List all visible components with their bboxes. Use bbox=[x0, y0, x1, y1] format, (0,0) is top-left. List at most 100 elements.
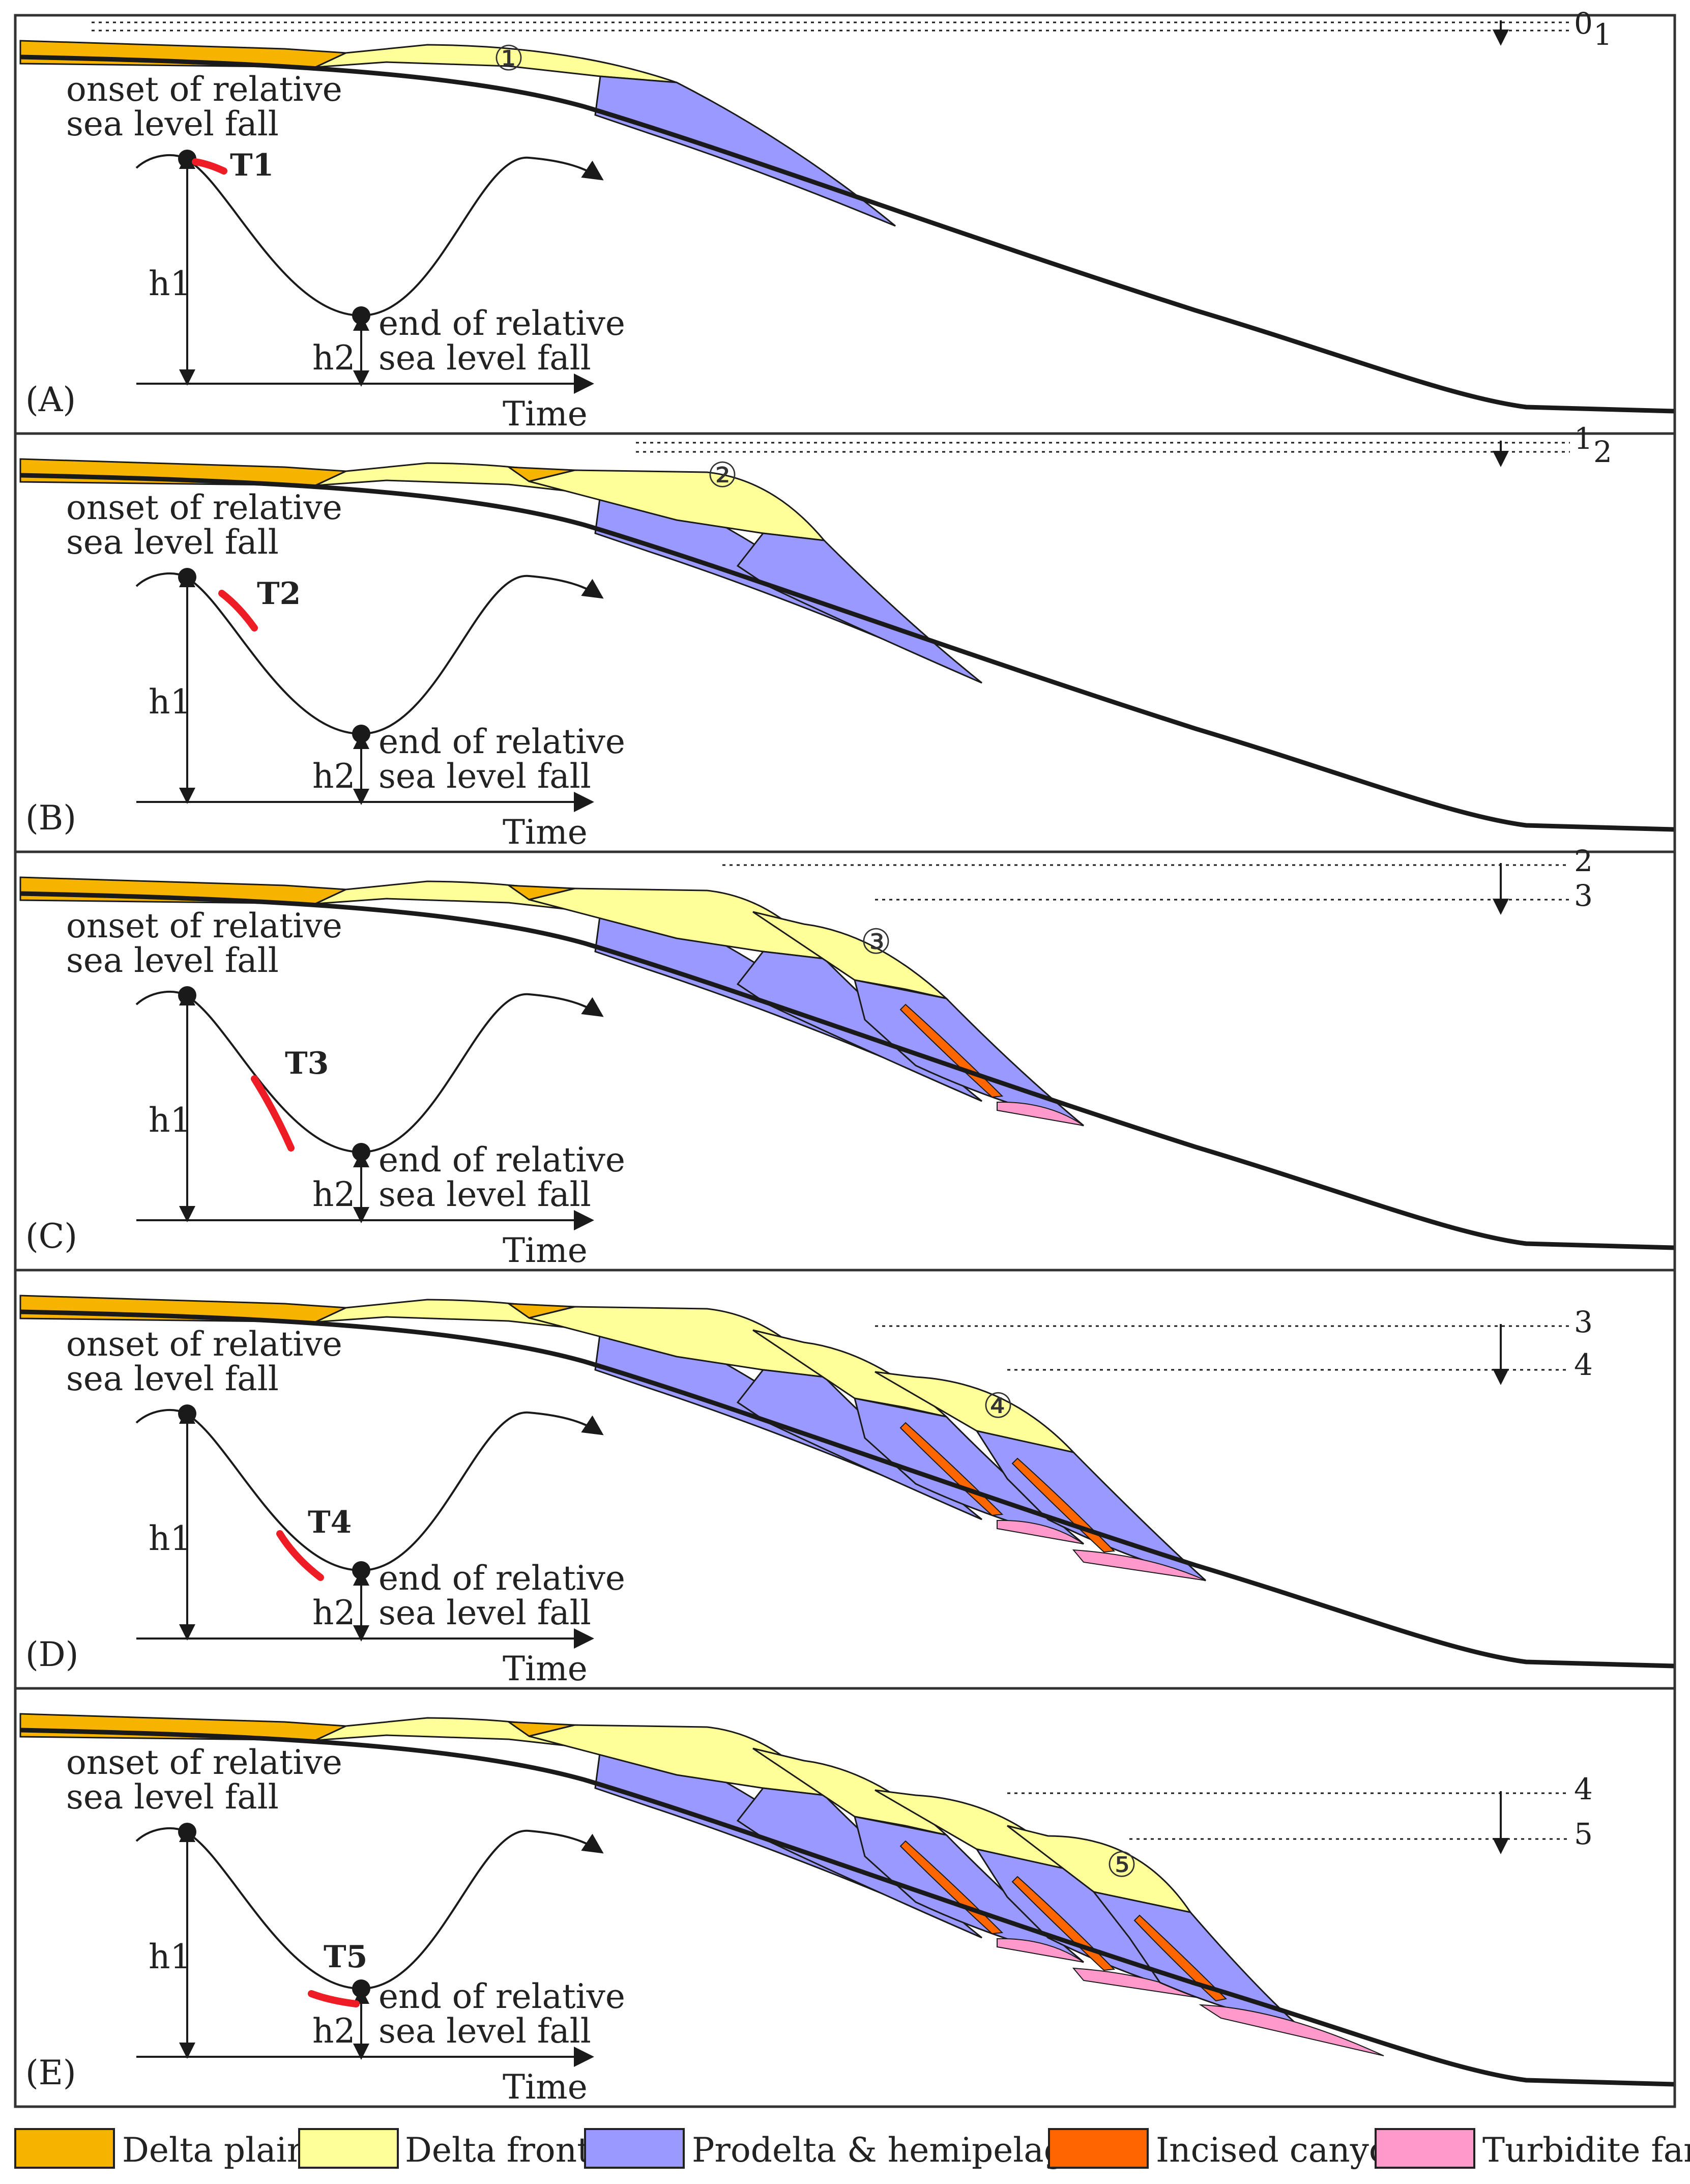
delta-deposits bbox=[19, 876, 1674, 1250]
end-label-line2: sea level fall bbox=[378, 2011, 591, 2051]
basin-floor-profile bbox=[20, 1309, 1674, 1669]
sea-level-curve-line bbox=[135, 154, 604, 317]
sea-level-number-lower: 1 bbox=[1593, 17, 1612, 52]
sea-level-curve-line bbox=[135, 1827, 604, 1990]
marker-label: T1 bbox=[230, 148, 274, 183]
legend: Delta plain Delta front Prodelta & hemip… bbox=[14, 2128, 1690, 2170]
delta-front-swatch bbox=[298, 2128, 399, 2169]
sea-level-lines bbox=[1007, 1791, 1570, 1854]
panel-label: (C) bbox=[25, 1217, 77, 1256]
end-point bbox=[352, 1561, 370, 1579]
onset-label-line2: sea level fall bbox=[66, 1777, 279, 1817]
unit-number: ① bbox=[493, 39, 525, 79]
end-label-line2: sea level fall bbox=[378, 1175, 591, 1214]
sea-level-number-lower: 3 bbox=[1574, 878, 1593, 913]
h1-label: h1 bbox=[149, 1519, 192, 1558]
end-label-line2: sea level fall bbox=[378, 338, 591, 378]
end-point bbox=[352, 1143, 370, 1161]
delta-front-body bbox=[752, 911, 949, 1000]
end-label-line2: sea level fall bbox=[378, 757, 591, 796]
prodelta-swatch bbox=[584, 2128, 685, 2169]
unit-number: ④ bbox=[983, 1386, 1014, 1426]
onset-point bbox=[178, 986, 196, 1004]
sea-level-curve-line bbox=[135, 991, 604, 1154]
delta-deposits bbox=[19, 40, 1674, 414]
onset-point bbox=[178, 150, 196, 168]
end-label-line1: end of relative bbox=[378, 1559, 625, 1598]
basin-floor-profile bbox=[20, 891, 1674, 1250]
end-label-line2: sea level fall bbox=[378, 1593, 591, 1632]
h2-label: h2 bbox=[312, 1175, 356, 1214]
legend-turbidite-fan: Turbidite fan bbox=[1482, 2131, 1690, 2170]
end-label-line1: end of relative bbox=[378, 722, 625, 761]
marker-label: T2 bbox=[257, 576, 301, 612]
turbidite-fan-lobe bbox=[1072, 1549, 1206, 1581]
basin-floor-profile bbox=[20, 1728, 1674, 2087]
turbidite-fan-lobe bbox=[1199, 2004, 1384, 2056]
sea-level-number-upper: 1 bbox=[1574, 421, 1593, 456]
time-step-marker bbox=[308, 1990, 360, 2007]
h1-label: h1 bbox=[149, 1937, 192, 1976]
legend-delta-plain: Delta plain bbox=[122, 2131, 308, 2170]
time-step-marker bbox=[251, 1075, 295, 1152]
sea-level-number-upper: 4 bbox=[1574, 1772, 1593, 1806]
turbidite-swatch bbox=[1375, 2128, 1475, 2169]
h2-label: h2 bbox=[312, 1593, 356, 1632]
time-label: Time bbox=[503, 2067, 588, 2107]
sea-level-number-upper: 0 bbox=[1574, 6, 1593, 41]
onset-label-line2: sea level fall bbox=[66, 523, 279, 562]
onset-point bbox=[178, 1404, 196, 1423]
delta-deposits bbox=[19, 458, 1674, 832]
time-step-marker bbox=[218, 590, 258, 631]
sea-level-lines bbox=[636, 441, 1570, 467]
delta-front-body bbox=[1007, 1825, 1192, 1914]
turbidite-fan-lobe bbox=[997, 1101, 1084, 1126]
end-label-line1: end of relative bbox=[378, 1140, 625, 1180]
onset-label-line2: sea level fall bbox=[66, 941, 279, 980]
panel-frame bbox=[14, 1687, 1676, 2108]
h1-label: h1 bbox=[149, 264, 192, 303]
panel-label: (A) bbox=[25, 380, 76, 419]
h2-label: h2 bbox=[312, 338, 356, 378]
h1-label: h1 bbox=[149, 1101, 192, 1140]
sea-level-lines bbox=[722, 863, 1570, 915]
time-label: Time bbox=[503, 394, 588, 434]
turbidite-fan-lobe bbox=[997, 1938, 1084, 1963]
delta-front-body bbox=[752, 1329, 949, 1418]
onset-label-line1: onset of relative bbox=[66, 906, 342, 945]
h2-label: h2 bbox=[312, 757, 356, 796]
end-label-line1: end of relative bbox=[378, 304, 625, 343]
sea-level-lines bbox=[875, 1324, 1570, 1385]
end-point bbox=[352, 1979, 370, 1998]
prodelta-body bbox=[736, 532, 982, 684]
legend-prodelta: Prodelta & hemipelagic bbox=[692, 2131, 1095, 2170]
time-label: Time bbox=[503, 1231, 588, 1270]
onset-label-line2: sea level fall bbox=[66, 104, 279, 143]
sea-level-curve-line bbox=[135, 1409, 604, 1572]
delta-front-body bbox=[875, 1371, 1076, 1454]
end-label-line1: end of relative bbox=[378, 1977, 625, 2016]
unit-number: ② bbox=[707, 455, 738, 496]
h1-label: h1 bbox=[149, 682, 192, 722]
sea-level-number-upper: 2 bbox=[1574, 844, 1593, 878]
end-point bbox=[352, 306, 370, 325]
delta-deposits bbox=[19, 1295, 1674, 1669]
legend-delta-front: Delta front bbox=[405, 2131, 591, 2170]
panel-label: (D) bbox=[25, 1635, 78, 1674]
marker-label: T5 bbox=[324, 1939, 367, 1975]
time-label: Time bbox=[503, 1649, 588, 1688]
unit-number: ③ bbox=[861, 922, 892, 962]
sea-level-number-lower: 4 bbox=[1574, 1347, 1593, 1382]
time-step-marker bbox=[192, 158, 227, 175]
onset-point bbox=[178, 568, 196, 586]
onset-label-line1: onset of relative bbox=[66, 1743, 342, 1782]
